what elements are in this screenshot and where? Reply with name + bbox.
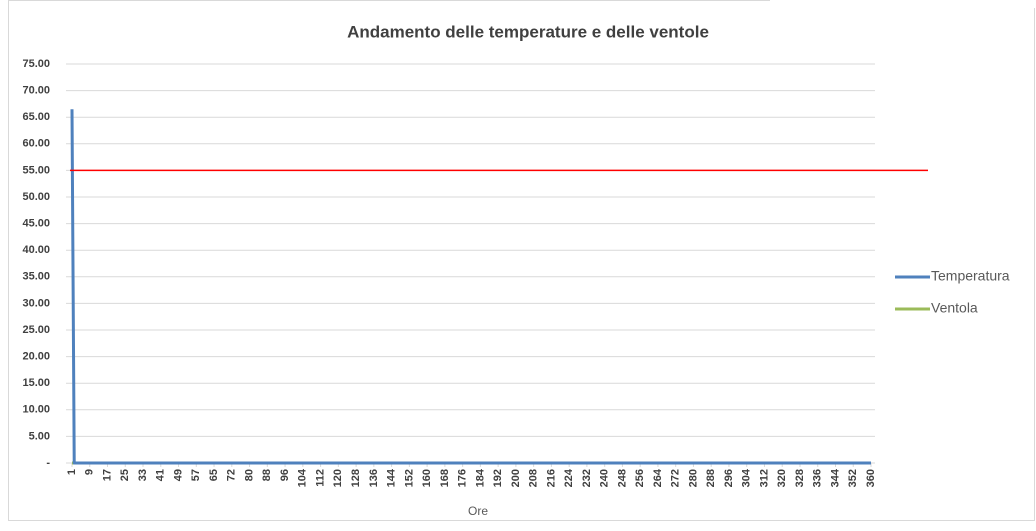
x-tick-label: 208 [528, 469, 540, 487]
x-tick-label: 176 [457, 469, 469, 487]
x-tick-label: 96 [279, 469, 291, 481]
y-tick-label: 50.00 [22, 191, 50, 203]
x-tick-label: 304 [741, 468, 753, 487]
chart-area [8, 0, 1035, 521]
x-tick-label: 65 [208, 469, 220, 481]
chart-title: Andamento delle temperature e delle vent… [347, 22, 709, 41]
x-tick-label: 360 [865, 469, 877, 487]
x-tick-label: 336 [812, 469, 824, 487]
x-tick-label: 312 [758, 469, 770, 487]
x-tick-label: 144 [386, 468, 398, 487]
y-tick-label: 75.00 [22, 58, 50, 70]
y-tick-label: 35.00 [22, 271, 50, 283]
x-tick-label: 288 [705, 469, 717, 487]
x-tick-label: 248 [616, 469, 628, 487]
x-tick-label: 120 [332, 469, 344, 487]
x-tick-label: 184 [474, 468, 486, 487]
x-tick-label: 168 [439, 469, 451, 487]
x-tick-label: 232 [581, 469, 593, 487]
y-tick-label: 30.00 [22, 297, 50, 309]
x-tick-label: 344 [829, 468, 841, 487]
legend-label: Temperatura [931, 268, 1010, 284]
x-tick-label: 1 [66, 469, 78, 475]
x-tick-label: 296 [723, 469, 735, 487]
y-tick-label: 20.00 [22, 351, 50, 363]
x-tick-label: 136 [368, 469, 380, 487]
x-tick-label: 33 [137, 469, 149, 481]
y-tick-label: 40.00 [22, 244, 50, 256]
x-tick-label: 320 [776, 469, 788, 487]
y-tick-label: 25.00 [22, 324, 50, 336]
x-tick-label: 200 [510, 469, 522, 487]
corner [770, 0, 1036, 8]
x-tick-label: 80 [243, 469, 255, 481]
x-tick-label: 112 [314, 469, 326, 487]
y-tick-label: 15.00 [22, 377, 50, 389]
x-tick-label: 49 [172, 469, 184, 481]
y-tick-label: 70.00 [22, 85, 50, 97]
y-tick-label: 60.00 [22, 138, 50, 150]
x-tick-label: 272 [670, 469, 682, 487]
x-tick-label: 192 [492, 469, 504, 487]
x-tick-label: 17 [101, 469, 113, 481]
x-tick-label: 328 [794, 469, 806, 487]
x-tick-label: 104 [297, 468, 309, 487]
y-tick-label: 55.00 [22, 164, 50, 176]
x-tick-label: 160 [421, 469, 433, 487]
y-tick-label: 10.00 [22, 404, 50, 416]
x-tick-label: 264 [652, 468, 664, 487]
x-tick-label: 280 [687, 469, 699, 487]
x-tick-label: 9 [84, 469, 96, 475]
x-tick-label: 41 [155, 469, 167, 481]
x-tick-label: 224 [563, 468, 575, 487]
y-tick-label: - [46, 457, 50, 469]
x-tick-label: 240 [599, 469, 611, 487]
x-axis-label: Ore [468, 504, 488, 518]
x-tick-label: 57 [190, 469, 202, 481]
y-tick-label: 5.00 [29, 430, 50, 442]
x-tick-label: 256 [634, 469, 646, 487]
series-line [70, 109, 871, 465]
x-tick-label: 352 [847, 469, 859, 487]
x-tick-label: 128 [350, 469, 362, 487]
x-tick-label: 216 [545, 469, 557, 487]
x-tick-label: 72 [226, 469, 238, 481]
y-tick-label: 65.00 [22, 111, 50, 123]
legend-label: Ventola [931, 300, 978, 316]
x-tick-label: 88 [261, 469, 273, 481]
x-tick-label: 25 [119, 469, 131, 481]
x-tick-label: 152 [403, 469, 415, 487]
y-tick-label: 45.00 [22, 218, 50, 230]
